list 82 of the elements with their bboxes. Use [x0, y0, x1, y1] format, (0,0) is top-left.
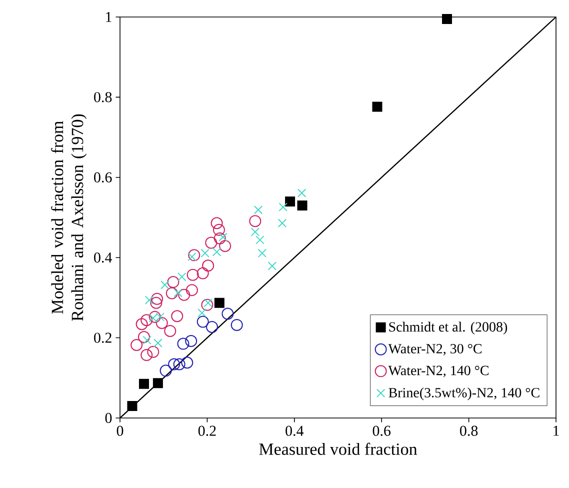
- point: [160, 364, 172, 377]
- point: [200, 248, 210, 258]
- y-tick-label: 0.8: [94, 92, 112, 102]
- point: [249, 215, 262, 228]
- y-tick-label: 0.4: [94, 252, 112, 263]
- point: [130, 339, 143, 352]
- point: [177, 338, 190, 350]
- point: [174, 288, 182, 298]
- point: [202, 260, 214, 272]
- point: [138, 378, 149, 389]
- point: [278, 218, 287, 228]
- point: [138, 330, 150, 343]
- point: [148, 310, 161, 323]
- point: [201, 298, 214, 311]
- point: [156, 316, 168, 329]
- point: [285, 196, 296, 206]
- point: [151, 292, 164, 305]
- point: [214, 232, 226, 244]
- y-tick-label: 0.2: [94, 332, 112, 343]
- point: [185, 334, 198, 347]
- point: [150, 296, 162, 309]
- x-tick-label: 0.6: [372, 426, 391, 436]
- legend-label: Schmidt et al. (2008): [389, 322, 508, 334]
- point: [218, 232, 228, 242]
- point: [154, 338, 162, 348]
- y-tick-label: 0: [105, 412, 112, 424]
- point: [196, 267, 209, 280]
- point: [206, 320, 218, 333]
- x-tick-label: 0.2: [198, 426, 216, 436]
- point: [186, 284, 198, 296]
- point: [297, 200, 308, 210]
- point: [188, 249, 200, 262]
- point: [219, 240, 232, 252]
- point: [297, 188, 306, 198]
- point: [278, 202, 288, 212]
- point: [173, 358, 186, 370]
- point: [171, 310, 184, 322]
- point: [136, 318, 148, 330]
- point: [372, 102, 382, 112]
- point: [198, 308, 206, 318]
- point: [181, 356, 194, 369]
- point: [186, 268, 199, 281]
- point: [142, 336, 152, 345]
- point: [140, 349, 153, 362]
- point: [258, 248, 267, 258]
- x-tick-label: 1: [554, 426, 559, 436]
- legend-label: Water-N2, 140 °C: [388, 366, 489, 378]
- point: [442, 14, 452, 24]
- point: [144, 296, 154, 304]
- point: [230, 318, 243, 331]
- point: [160, 280, 170, 290]
- point: [140, 314, 153, 326]
- point: [214, 298, 224, 308]
- point: [256, 236, 264, 244]
- legend-label: Brine(3.5wt%)-N2, 140 °C: [388, 388, 540, 400]
- point: [250, 228, 260, 236]
- point: [205, 236, 218, 249]
- x-tick-label: 0.8: [460, 426, 478, 436]
- point: [212, 248, 222, 256]
- point: [254, 205, 263, 214]
- y-axis-title: Modeled void fraction from Rouhani and Axelsson (1970): [51, 114, 87, 321]
- x-tick-label: 0.4: [286, 426, 304, 436]
- point: [178, 288, 190, 301]
- y-tick-label: 1: [106, 12, 112, 22]
- point: [268, 262, 277, 270]
- point: [222, 308, 234, 320]
- point: [152, 378, 163, 388]
- x-axis-title: Measured void fraction: [259, 442, 418, 455]
- point: [147, 346, 160, 358]
- point: [127, 400, 138, 411]
- y-tick-label: 0.6: [94, 172, 112, 182]
- x-tick-label: 0: [116, 426, 124, 436]
- point: [166, 287, 178, 300]
- point: [196, 316, 209, 328]
- point: [178, 272, 186, 282]
- legend-label: Water-N2, 30 °C: [388, 344, 482, 356]
- point: [212, 224, 225, 236]
- point: [167, 276, 180, 288]
- point: [210, 217, 223, 230]
- point: [188, 252, 196, 262]
- point: [164, 324, 176, 337]
- point: [168, 358, 180, 370]
